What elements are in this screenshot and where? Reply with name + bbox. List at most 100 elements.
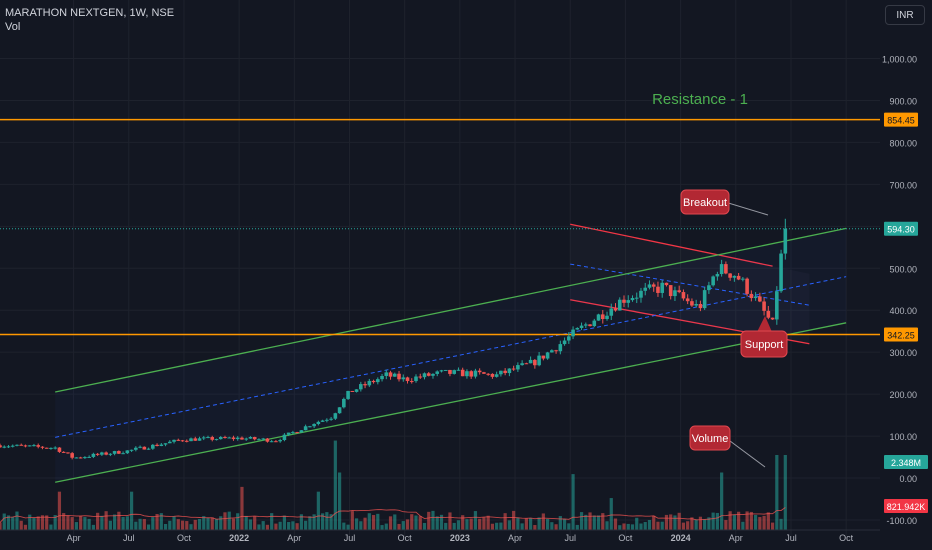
volume-bar	[753, 514, 758, 530]
candle-body	[87, 456, 91, 458]
volume-bar	[473, 511, 478, 530]
volume-bar	[223, 512, 227, 530]
candle-body	[235, 437, 240, 440]
candle-body	[783, 228, 788, 254]
candle-body	[596, 314, 601, 321]
candle-body	[312, 424, 316, 427]
volume-bar	[214, 519, 219, 530]
volume-bar	[185, 521, 189, 530]
x-tick-label: Oct	[177, 533, 192, 543]
candle-body	[435, 371, 440, 374]
candle-body	[206, 437, 210, 439]
volume-bar	[32, 517, 36, 530]
volume-bar	[125, 516, 129, 530]
candle-body	[53, 447, 57, 449]
volume-bar	[456, 520, 461, 530]
descending-channel-median[interactable]	[570, 263, 810, 306]
candle-body	[507, 368, 512, 374]
volume-bar	[291, 521, 295, 530]
volume-bar	[537, 517, 541, 530]
candle-body	[431, 373, 435, 376]
volume-bar	[558, 516, 562, 530]
ascending-channel-lower[interactable]	[55, 322, 847, 483]
candle-body	[685, 298, 690, 302]
volume-bar	[45, 515, 49, 530]
volume-bar	[732, 514, 736, 530]
volume-bar	[83, 517, 87, 530]
candle-body	[78, 457, 83, 459]
volume-bar	[337, 472, 342, 530]
volume-bar	[592, 515, 596, 530]
candle-body	[545, 352, 550, 359]
candle-body	[172, 439, 176, 442]
time-axis[interactable]: Apr Jul Oct 2022 Apr Jul Oct 2023 Apr Jul Oct 2024 A…	[0, 529, 880, 543]
candle-body	[286, 432, 291, 435]
volume-bar	[248, 519, 253, 530]
volume-bar	[783, 455, 787, 530]
volume-bar	[728, 511, 732, 530]
volume-callout[interactable]: Volume	[689, 425, 766, 468]
currency-button[interactable]: INR	[885, 5, 925, 25]
volume-bar	[159, 513, 163, 530]
volume-bar	[176, 519, 180, 530]
volume-bar	[117, 511, 121, 530]
breakout-callout[interactable]: Breakout	[680, 189, 769, 216]
candle-body	[125, 450, 130, 454]
volume-bar	[354, 518, 359, 530]
ascending-channel-upper[interactable]	[55, 227, 847, 393]
candle-body	[762, 301, 766, 311]
volume-bar	[405, 519, 410, 530]
volume-bar	[414, 515, 418, 530]
volume-bar	[499, 522, 503, 530]
volume-bar	[439, 514, 444, 530]
volume-bar	[490, 523, 495, 530]
volume-bar	[155, 513, 159, 530]
candle-body	[295, 432, 299, 434]
candle-body	[184, 440, 189, 442]
volume-bar	[62, 513, 66, 530]
candle-body	[439, 370, 444, 372]
volume-bar	[282, 515, 287, 530]
candle-body	[6, 446, 11, 448]
candle-body	[193, 438, 198, 441]
candle-body	[23, 445, 28, 447]
ascending-channel-median[interactable]	[55, 276, 847, 438]
candle-body	[19, 444, 24, 446]
candle-body	[388, 372, 393, 377]
candle-body	[575, 327, 580, 330]
volume-bar	[694, 519, 698, 530]
y-tick-label: 300.00	[889, 348, 917, 358]
candle-body	[359, 384, 363, 390]
volume-bar	[609, 498, 613, 530]
candle-body	[176, 439, 181, 441]
candle-body	[448, 369, 452, 374]
volume-bar	[49, 524, 53, 530]
candle-body	[155, 444, 159, 446]
candle-body	[257, 439, 261, 441]
support-callout[interactable]: Support	[740, 316, 788, 358]
candle-body	[736, 275, 741, 280]
candle-body	[583, 324, 588, 326]
volume-bar	[410, 514, 414, 530]
volume-bar	[367, 513, 371, 530]
candle-body	[70, 453, 74, 458]
candle-body	[375, 379, 380, 383]
grid	[0, 0, 880, 538]
volume-bar	[57, 491, 62, 530]
volume-bar	[770, 522, 775, 530]
volume-bar	[647, 520, 652, 530]
price-axis[interactable]: 1,000.00900.00800.00700.00600.00500.0040…	[880, 0, 932, 538]
volume-value-label: 2.348M	[891, 458, 921, 468]
candle-body	[503, 370, 507, 374]
candle-body	[562, 340, 567, 345]
volume-bar	[524, 518, 528, 530]
candle-body	[316, 421, 321, 425]
volume-callout-pointer	[725, 437, 766, 468]
descending-channel-upper[interactable]	[570, 223, 773, 267]
candle-body	[83, 457, 87, 459]
x-tick-label: Jul	[123, 533, 135, 543]
volume-bar	[172, 516, 176, 530]
candle-body	[609, 308, 614, 316]
